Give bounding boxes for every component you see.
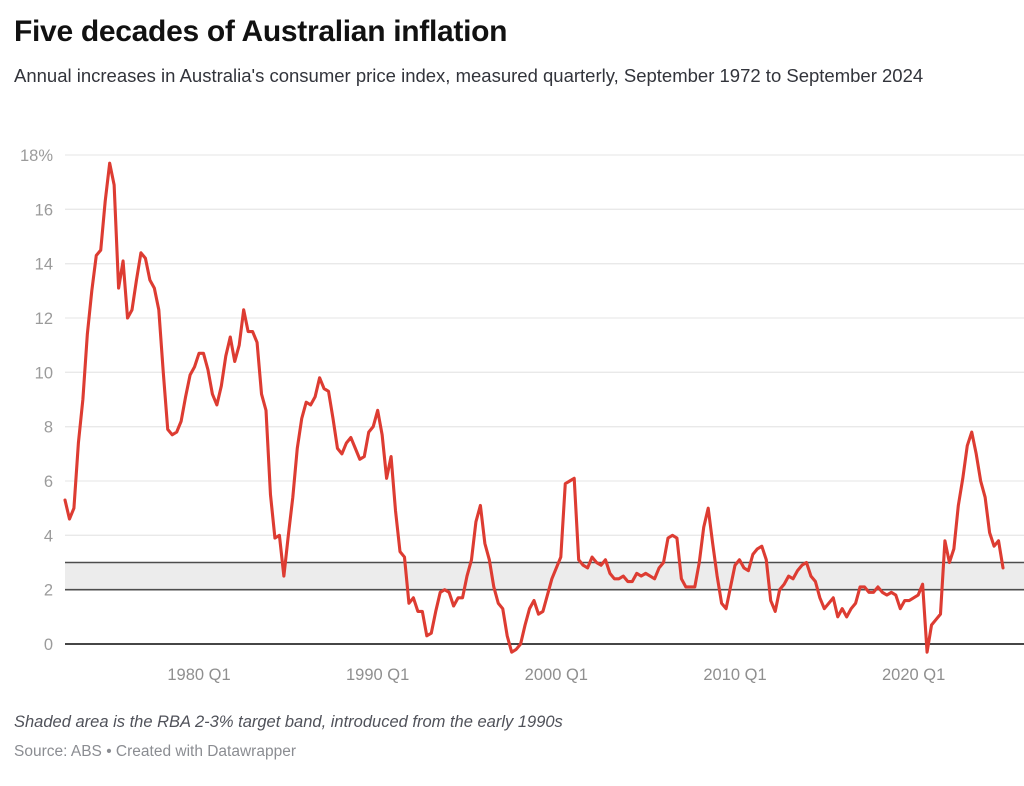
y-tick-label: 2 <box>44 582 53 600</box>
rba-target-band <box>65 561 1024 591</box>
x-tick-label: 2020 Q1 <box>882 666 945 684</box>
y-axis-tick-labels: 0 2 4 6 8 10 12 14 16 18% <box>20 147 53 654</box>
chart-plot-area: 0 2 4 6 8 10 12 14 16 18% 1980 Q1 1990 Q1 2000 Q1 20… <box>0 140 1024 700</box>
chart-note: Shaded area is the RBA 2-3% target band,… <box>14 713 563 731</box>
y-tick-label: 8 <box>44 419 53 437</box>
inflation-series-line <box>63 161 1005 654</box>
x-axis-tick-labels: 1980 Q1 1990 Q1 2000 Q1 2010 Q1 2020 Q1 <box>167 666 945 684</box>
x-tick-label: 1980 Q1 <box>167 666 230 684</box>
chart-footer: Shaded area is the RBA 2-3% target band,… <box>14 712 1010 763</box>
y-tick-label: 4 <box>44 527 53 545</box>
target-band-fill <box>65 562 1024 590</box>
series-path <box>63 161 1005 654</box>
y-tick-label: 14 <box>35 256 53 274</box>
y-tick-label: 6 <box>44 473 53 491</box>
x-tick-label: 2000 Q1 <box>525 666 588 684</box>
y-tick-label: 0 <box>44 636 53 654</box>
inflation-line-chart: 0 2 4 6 8 10 12 14 16 18% 1980 Q1 1990 Q1 2000 Q1 20… <box>20 147 1024 684</box>
y-tick-label: 10 <box>35 364 53 382</box>
chart-source: Source: ABS • Created with Datawrapper <box>14 743 296 761</box>
x-tick-label: 2010 Q1 <box>703 666 766 684</box>
y-tick-label: 18% <box>20 147 53 165</box>
chart-subtitle: Annual increases in Australia's consumer… <box>14 64 924 86</box>
y-tick-label: 16 <box>35 201 53 219</box>
y-tick-label: 12 <box>35 310 53 328</box>
page-title: Five decades of Australian inflation <box>14 15 508 48</box>
x-tick-label: 1990 Q1 <box>346 666 409 684</box>
